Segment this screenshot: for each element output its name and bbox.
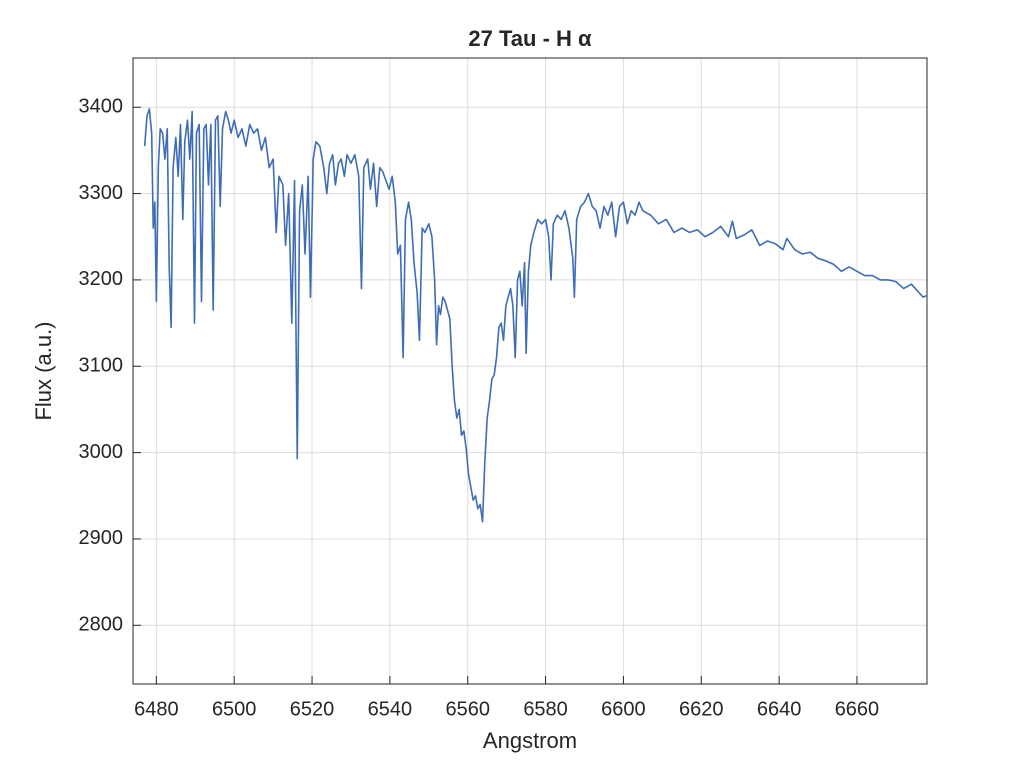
y-tick-label: 3100 — [79, 355, 124, 377]
y-tick-label: 2800 — [79, 614, 124, 636]
x-tick-label: 6660 — [835, 698, 880, 720]
x-tick-label: 6520 — [290, 698, 335, 720]
x-axis-label: Angstrom — [483, 728, 577, 753]
x-tick-label: 6620 — [679, 698, 724, 720]
x-tick-label: 6580 — [523, 698, 568, 720]
y-tick-label: 3200 — [79, 268, 124, 290]
y-axis-label: Flux (a.u.) — [31, 321, 56, 420]
y-tick-label: 2900 — [79, 527, 124, 549]
y-tick-label: 3300 — [79, 182, 124, 204]
spectrum-line — [143, 108, 928, 523]
chart-title: 27 Tau - H α — [468, 26, 592, 51]
x-tick-label: 6600 — [601, 698, 646, 720]
x-tick-label: 6560 — [445, 698, 490, 720]
axes-box — [132, 57, 928, 685]
y-tick-label: 3400 — [79, 95, 124, 117]
x-tick-label: 6540 — [368, 698, 413, 720]
y-tick-label: 3000 — [79, 441, 124, 463]
x-tick-label: 6640 — [757, 698, 802, 720]
x-tick-label: 6480 — [134, 698, 179, 720]
x-tick-label: 6500 — [212, 698, 257, 720]
